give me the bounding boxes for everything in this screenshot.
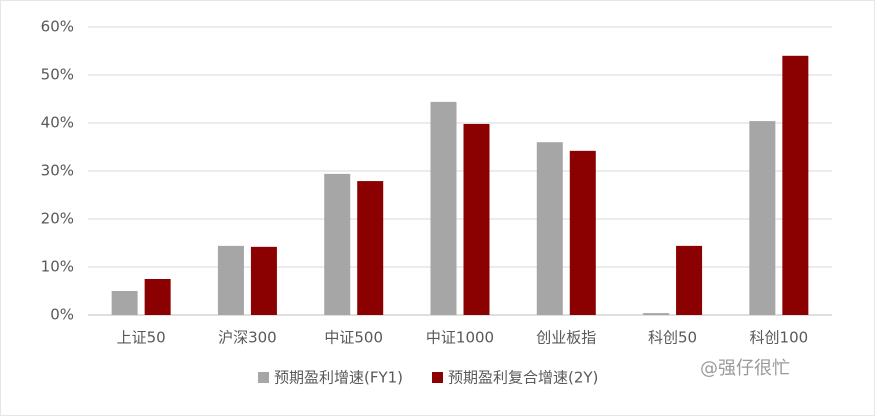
x-tick-label: 上证50 (117, 329, 166, 347)
x-tick-label: 创业板指 (536, 329, 596, 347)
bar (782, 55, 809, 316)
legend-label: 预期盈利复合增速(2Y) (448, 369, 598, 387)
y-tick-label: 60% (41, 18, 74, 36)
y-tick-label: 50% (41, 66, 74, 84)
bar (430, 101, 457, 315)
x-tick-label: 中证500 (324, 329, 383, 347)
y-tick-label: 0% (50, 306, 74, 324)
bar (324, 173, 351, 315)
x-tick-label: 科创100 (750, 329, 809, 347)
watermark: @强仔很忙 (700, 358, 790, 379)
legend-swatch (258, 372, 269, 383)
y-tick-label: 40% (41, 114, 74, 132)
bar (676, 245, 703, 315)
y-tick-label: 30% (41, 162, 74, 180)
bar (643, 313, 670, 315)
bar (144, 279, 171, 315)
x-tick-label: 沪深300 (218, 329, 277, 347)
bar (463, 123, 490, 316)
legend-swatch (432, 372, 443, 383)
bar (749, 121, 776, 315)
bar (250, 246, 277, 315)
bar (536, 142, 563, 315)
y-tick-label: 10% (41, 258, 74, 276)
y-tick-label: 20% (41, 210, 74, 228)
bar (569, 150, 596, 315)
legend-label: 预期盈利增速(FY1) (274, 369, 403, 387)
bar (357, 181, 384, 315)
bar (111, 291, 138, 315)
bar (217, 245, 244, 315)
x-tick-label: 中证1000 (426, 329, 494, 347)
x-tick-label: 科创50 (648, 329, 697, 347)
